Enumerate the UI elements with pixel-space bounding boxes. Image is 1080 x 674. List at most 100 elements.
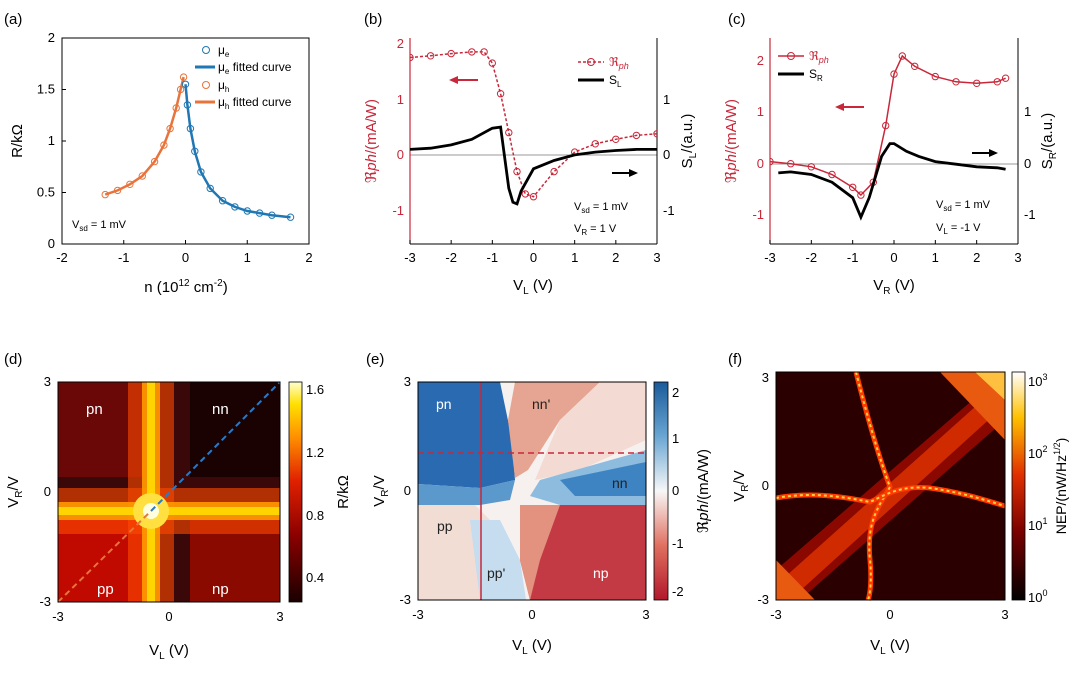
b-series-r-point — [521, 190, 529, 198]
b-arrow-left — [449, 76, 478, 84]
c-series-r-point — [882, 121, 890, 130]
b-series-r-point — [529, 193, 538, 201]
panel-c: -3 -2 -1 0 1 2 3 -1 0 1 2 -1 0 1 VR (V) … — [722, 38, 1059, 297]
e-xticks: -3 0 3 — [412, 607, 649, 622]
b-ytr-1: 0 — [663, 147, 670, 162]
c-series-r-point — [952, 78, 960, 86]
panel-a-xtick-labels: -2 -1 0 1 2 — [56, 250, 312, 265]
e-label-nn: nn — [612, 475, 628, 491]
f-yticks: -3 0 3 — [757, 370, 769, 607]
e-xtick-1: 0 — [528, 607, 535, 622]
b-xtick-2: -1 — [487, 250, 499, 265]
d-region-labels: pn nn pp np — [86, 401, 229, 598]
d-xticks: -3 0 3 — [52, 609, 283, 624]
panel-a: -2 -1 0 1 2 0 0.5 1 1.5 2 n (1012 cm-2) … — [9, 30, 313, 296]
panel-d: pn nn pp np -3 0 3 -3 0 3 VL (V) VR/V 0.… — [5, 374, 352, 662]
c-series-r-point — [1001, 74, 1010, 82]
panel-e: pn nn' nn pp pp' np -3 0 3 -3 0 3 VL (V)… — [371, 374, 712, 657]
a-series-1-point — [218, 197, 227, 205]
e-xlabel: VL (V) — [512, 637, 552, 657]
d-cb-tick-1: 0.8 — [306, 508, 324, 523]
f-colorbar-ticks: 100 101 102 103 — [1028, 372, 1047, 605]
panel-label-f: (f) — [728, 351, 742, 368]
b-legend-label-1: SL — [609, 73, 622, 89]
f-cb-tick-1: 101 — [1028, 516, 1047, 533]
a-series-0-point — [101, 190, 109, 199]
b-series-s-line — [410, 125, 657, 206]
a-series-0-point — [172, 104, 180, 112]
e-ytick-0: -3 — [399, 592, 411, 607]
e-label-pn: pn — [436, 396, 452, 412]
d-xlabel: VL (V) — [149, 642, 189, 662]
a-series-0-point — [113, 186, 122, 195]
f-xtick-2: 3 — [1001, 607, 1008, 622]
e-ytick-2: 3 — [404, 374, 411, 389]
b-series-r-point — [410, 53, 414, 62]
e-cb-tick-1: -1 — [672, 536, 684, 551]
e-region-labels: pn nn' nn pp pp' np — [436, 396, 628, 581]
panel-b: -3 -2 -1 0 1 2 3 -1 0 1 2 -1 0 1 VL (V) … — [362, 36, 699, 297]
panel-c-ytick-left: -1 0 1 2 — [752, 53, 764, 222]
f-xtick-1: 0 — [886, 607, 893, 622]
c-series-r-line — [770, 54, 1006, 197]
c-series-s-line — [778, 142, 1006, 221]
c-arrow-left — [835, 103, 864, 111]
e-cb-tick-4: 2 — [672, 385, 679, 400]
b-ylabel-right: SL/(a.u.) — [679, 114, 699, 169]
c-series-r-point — [787, 160, 795, 168]
c-annotation-0: Vsd = 1 mV — [936, 199, 991, 213]
b-xtick-3: 0 — [530, 250, 537, 265]
b-xtick-5: 2 — [612, 250, 619, 265]
a-xtick-1: -1 — [118, 250, 130, 265]
d-diagonal-blue — [150, 381, 281, 512]
b-series-r-point — [505, 128, 513, 137]
c-xtick-3: 0 — [890, 250, 897, 265]
e-region-np — [520, 505, 646, 600]
panel-b-ticks — [409, 240, 658, 244]
d-label-np: np — [212, 581, 229, 598]
panel-a-ticks — [61, 37, 310, 245]
a-series-1-point — [255, 209, 264, 217]
d-label-pn: pn — [86, 401, 103, 418]
a-series-0-point — [179, 73, 188, 81]
panel-label-c: (c) — [728, 11, 746, 28]
a-series-1-point — [268, 211, 276, 219]
a-ytick-1: 0.5 — [37, 185, 55, 200]
a-series-0-point — [150, 157, 159, 166]
a-ytick-0: 0 — [48, 236, 55, 251]
a-xtick-0: -2 — [56, 250, 68, 265]
c-series-r-point — [828, 170, 836, 179]
d-label-pp: pp — [97, 581, 114, 598]
panel-b-ytick-right: -1 0 1 — [663, 92, 675, 218]
c-series-r-point — [931, 72, 939, 81]
b-arrow-right — [612, 169, 638, 177]
a-ytick-4: 2 — [48, 30, 55, 45]
c-legend-label-1: SR — [809, 67, 823, 83]
a-series-0-point — [126, 180, 134, 189]
c-xtick-6: 3 — [1014, 250, 1021, 265]
e-region-pn-light — [418, 480, 515, 505]
a-legend-marker-h — [202, 81, 210, 89]
e-region-pp-prime — [470, 520, 526, 600]
d-diagonal-orange — [57, 510, 152, 603]
a-legend-marker-e — [202, 46, 210, 54]
c-series-r-point — [849, 183, 857, 192]
e-label-pp-prime: pp' — [487, 565, 505, 581]
d-ytick-1: 0 — [44, 484, 51, 499]
panel-label-d: (d) — [4, 351, 22, 368]
a-series-1-point — [191, 147, 199, 156]
a-series-1-point — [186, 124, 195, 133]
c-xtick-0: -3 — [764, 250, 776, 265]
f-heatmap — [775, 371, 1006, 601]
a-legend-label-3: μh fitted curve — [218, 95, 292, 111]
f-cb-tick-0: 100 — [1028, 588, 1047, 605]
c-xtick-2: -1 — [847, 250, 859, 265]
panel-a-plot-area — [101, 73, 295, 221]
b-annotation-0: Vsd = 1 mV — [574, 201, 629, 215]
panel-label-b: (b) — [364, 11, 382, 28]
e-ylabel: VR/V — [371, 475, 391, 506]
a-xtick-4: 2 — [305, 250, 312, 265]
b-legend-label-0: ℜph — [609, 55, 629, 71]
c-ylabel-left: ℜph/(mA/W) — [722, 99, 740, 183]
